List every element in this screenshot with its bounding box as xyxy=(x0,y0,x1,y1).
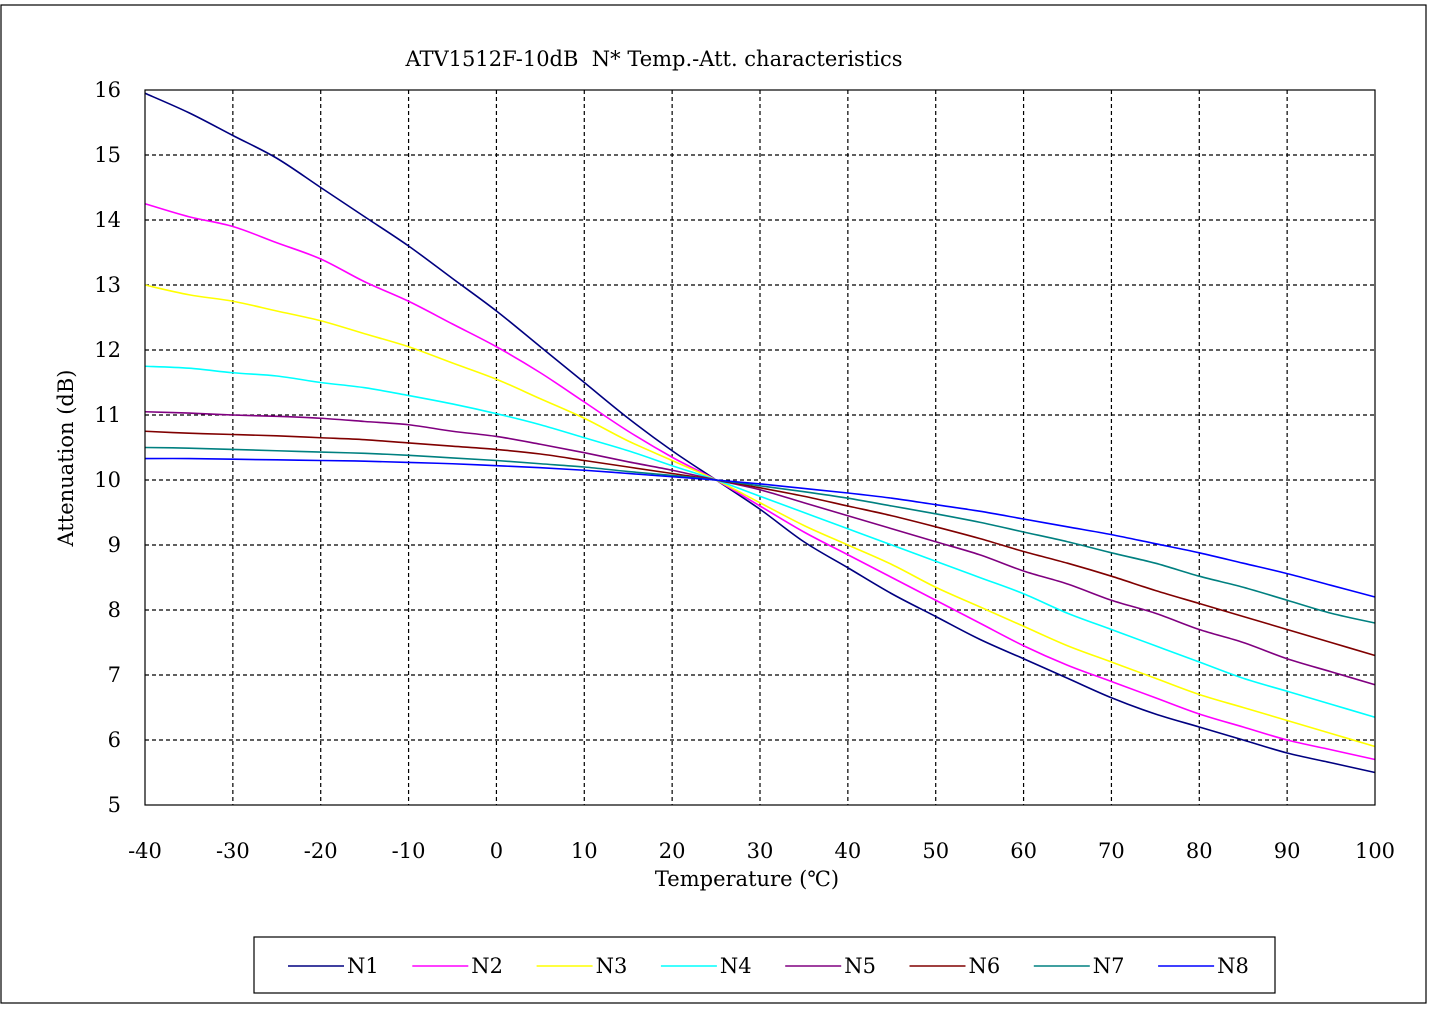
y-tick-label: 13 xyxy=(94,273,121,297)
y-tick-label: 14 xyxy=(94,208,121,232)
x-tick-label: 50 xyxy=(922,839,949,863)
series-line-n8 xyxy=(144,457,1376,598)
grid-layer xyxy=(145,90,1375,805)
y-tick-label: 11 xyxy=(94,403,121,427)
legend-box xyxy=(253,936,1276,994)
chart-title: ATV1512F-10dB N* Temp.-Att. characterist… xyxy=(404,47,902,71)
plot-area-frame xyxy=(144,89,1376,806)
chart-outer-border xyxy=(0,4,1427,1004)
series-layer xyxy=(144,92,1376,774)
x-tick-label: 70 xyxy=(1098,839,1125,863)
series-line-n6 xyxy=(144,430,1376,657)
y-tick-label: 12 xyxy=(94,338,121,362)
series-line-n4 xyxy=(144,365,1376,719)
x-tick-label: 80 xyxy=(1186,839,1213,863)
legend-label-n7: N7 xyxy=(1093,954,1125,978)
y-axis-label: Attenuation (dB) xyxy=(54,370,78,548)
legend-label-n3: N3 xyxy=(596,954,628,978)
x-tick-label: 60 xyxy=(1010,839,1037,863)
series-line-n3 xyxy=(144,284,1376,748)
x-tick-label: -10 xyxy=(392,839,426,863)
x-tick-label: 100 xyxy=(1355,839,1395,863)
x-tick-label: -30 xyxy=(216,839,250,863)
y-tick-label: 7 xyxy=(108,663,121,687)
y-tick-label: 8 xyxy=(108,598,121,622)
series-line-n1 xyxy=(144,92,1376,774)
series-line-n7 xyxy=(144,446,1376,624)
series-line-n5 xyxy=(144,410,1376,686)
x-tick-label: 0 xyxy=(490,839,503,863)
legend-label-n5: N5 xyxy=(844,954,876,978)
y-tick-label: 5 xyxy=(108,793,121,817)
tick-labels-layer: -40 -30 -20 -10 0 10 20 30 40 50 60 70 80 90 100 5 6 7 8 9 1… xyxy=(94,78,1395,863)
x-tick-label: 20 xyxy=(659,839,686,863)
legend-label-n4: N4 xyxy=(720,954,752,978)
x-tick-label: -20 xyxy=(304,839,338,863)
y-tick-label: 16 xyxy=(94,78,121,102)
y-tick-label: 10 xyxy=(94,468,121,492)
legend-label-n6: N6 xyxy=(969,954,1001,978)
legend-label-n2: N2 xyxy=(471,954,503,978)
y-tick-label: 15 xyxy=(94,143,121,167)
series-line-n2 xyxy=(144,202,1376,761)
y-tick-label: 9 xyxy=(108,533,121,557)
y-tick-label: 6 xyxy=(108,728,121,752)
legend: N1 N2 N3 N4 N5 N6 N7 N8 xyxy=(288,954,1249,978)
x-tick-label: 40 xyxy=(834,839,861,863)
legend-label-n8: N8 xyxy=(1217,954,1249,978)
x-tick-label: -40 xyxy=(128,839,162,863)
x-tick-label: 90 xyxy=(1274,839,1301,863)
x-tick-label: 10 xyxy=(571,839,598,863)
legend-label-n1: N1 xyxy=(347,954,379,978)
x-tick-label: 30 xyxy=(747,839,774,863)
x-axis-label: Temperature (℃) xyxy=(655,867,839,891)
